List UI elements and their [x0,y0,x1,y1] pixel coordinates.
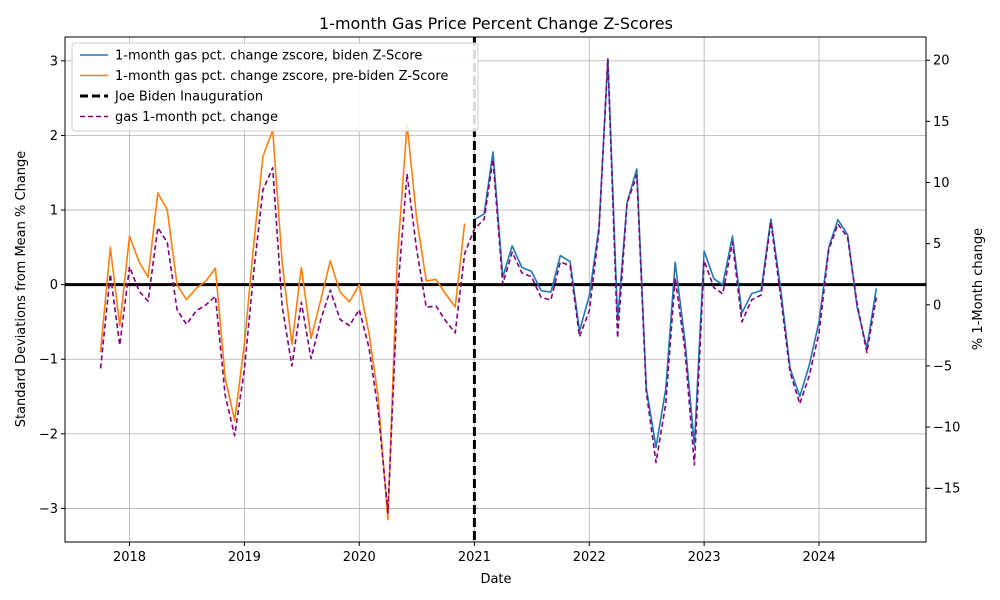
series-line-pre-biden [99,123,466,521]
x-tick-label: 2023 [688,550,721,565]
y-right-tick-label: 15 [933,115,950,130]
x-tick-label: 2019 [228,550,261,565]
plot-frame [64,36,927,543]
x-axis: 2018 2019 2020 2021 2022 2023 2024 [113,542,836,565]
x-tick-label: 2018 [113,550,146,565]
y-right-tick-label: 20 [933,54,950,69]
y-right-tick-label: −10 [933,421,960,436]
y-right-tick-label: 5 [933,237,941,252]
legend-label: 1-month gas pct. change zscore, biden Z-… [115,49,422,64]
y-axis-label-left: Standard Deviations from Mean % Change [14,151,29,428]
y-tick-label: −1 [39,353,58,368]
y-tick-label: −3 [39,502,58,517]
x-tick-label: 2024 [802,550,835,565]
y-tick-label: 0 [50,278,58,293]
legend-label: Joe Biden Inauguration [114,90,263,105]
y-right-tick-label: −15 [933,482,960,497]
y-tick-label: 3 [50,54,58,69]
y-axis-label-right: % 1-Month change [971,228,986,350]
y-axis-left: −3 −2 −1 0 1 2 3 [39,54,65,517]
series-line-biden [473,57,878,449]
x-tick-label: 2020 [343,550,376,565]
y-right-tick-label: −5 [933,359,952,374]
x-tick-label: 2021 [458,550,491,565]
legend-box [71,42,479,132]
series-line-pct-change [99,58,878,514]
x-axis-label: Date [480,572,511,587]
y-tick-label: −2 [39,427,58,442]
y-tick-label: 1 [50,204,58,219]
chart-title: 1-month Gas Price Percent Change Z-Score… [319,14,673,33]
y-right-tick-label: 10 [933,176,950,191]
x-tick-label: 2022 [573,550,606,565]
y-right-tick-label: 0 [933,298,941,313]
legend-label: gas 1-month pct. change [115,110,278,125]
y-axis-right: −15 −10 −5 0 5 10 15 20 [926,54,960,497]
y-tick-label: 2 [50,129,58,144]
legend-label: 1-month gas pct. change zscore, pre-bide… [115,69,448,84]
legend: 1-month gas pct. change zscore, biden Z-… [71,42,479,132]
